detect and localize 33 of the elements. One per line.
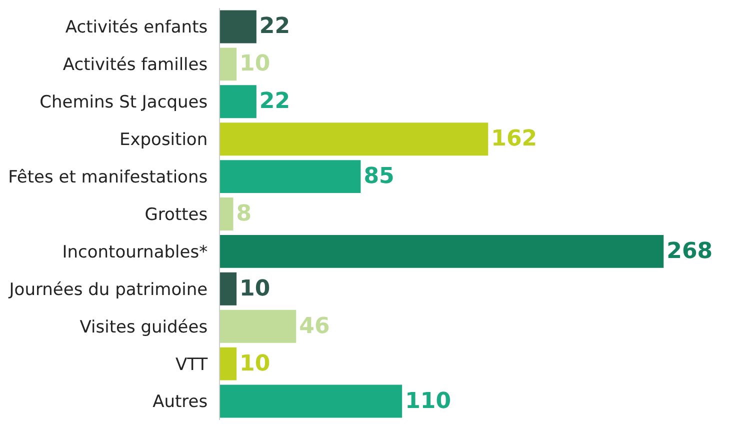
y-tick-label: VTT xyxy=(175,354,208,375)
data-label: 8 xyxy=(236,202,252,226)
y-tick-label: Fêtes et manifestations xyxy=(8,168,208,188)
y-tick-label: Journées du patrimoine xyxy=(8,280,208,300)
y-tick-label: Autres xyxy=(152,392,208,412)
y-tick-label: Activités familles xyxy=(62,55,208,76)
bar xyxy=(220,347,237,380)
bar xyxy=(220,10,256,44)
bar xyxy=(220,160,361,194)
y-tick-label: Visites guidées xyxy=(80,317,208,338)
data-label: 10 xyxy=(240,351,270,376)
data-label: 10 xyxy=(240,52,270,77)
data-label: 10 xyxy=(240,276,270,302)
data-label: 46 xyxy=(299,314,330,339)
data-label: 110 xyxy=(405,388,452,414)
bar xyxy=(220,122,488,156)
bar xyxy=(220,272,237,306)
bar xyxy=(220,234,664,268)
y-tick-label: Activités enfants xyxy=(65,18,208,38)
data-label: 22 xyxy=(259,14,290,40)
data-label: 162 xyxy=(491,126,538,152)
y-tick-label: Chemins St Jacques xyxy=(40,92,208,113)
bar xyxy=(220,384,402,418)
data-label: 22 xyxy=(259,89,290,114)
bar xyxy=(220,198,234,230)
data-label: 85 xyxy=(364,164,394,190)
bar xyxy=(220,85,256,118)
bar xyxy=(220,48,237,81)
y-tick-label: Exposition xyxy=(119,130,208,150)
bar xyxy=(220,310,296,343)
y-tick-label: Incontournables* xyxy=(62,242,208,262)
y-tick-label: Grottes xyxy=(144,204,208,225)
data-label: 268 xyxy=(666,238,713,264)
